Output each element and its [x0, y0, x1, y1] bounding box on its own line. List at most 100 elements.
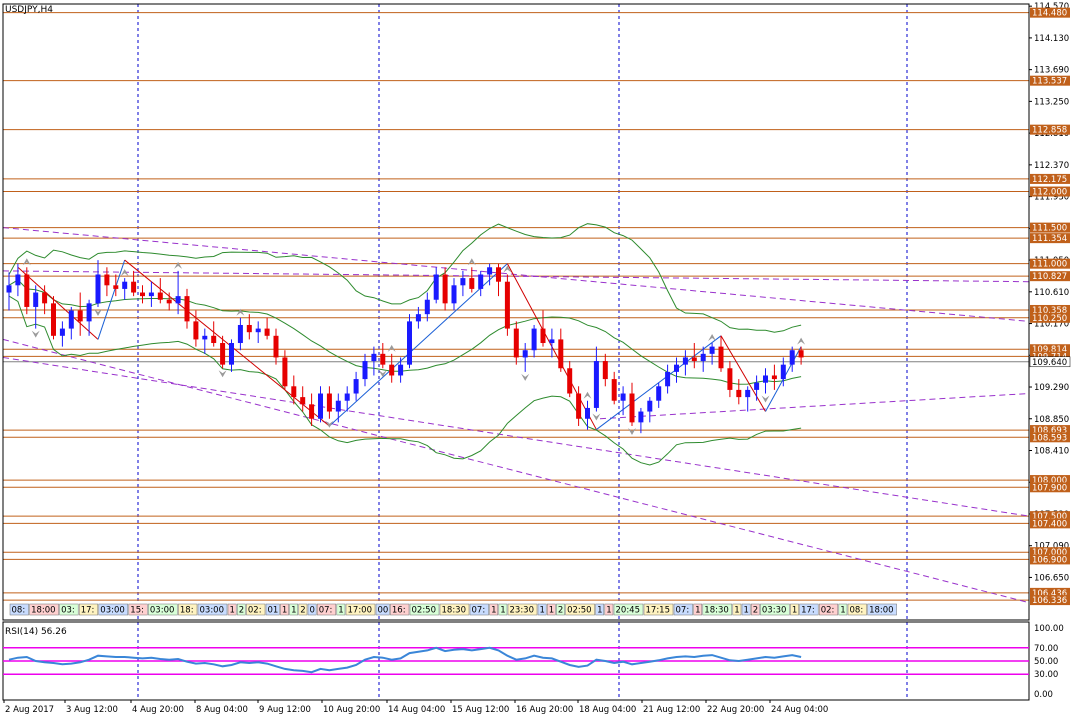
- strip-tag-33: 1: [606, 606, 611, 616]
- strip-tag-bg-30: [556, 603, 565, 616]
- time-label-10: 21 Aug 12:00: [643, 705, 700, 715]
- level-label-bg-7: [1030, 258, 1070, 269]
- price-tick-13: 108.850: [1034, 415, 1069, 425]
- candle-body-36: [326, 393, 332, 412]
- strip-tag-bg-4: [98, 603, 129, 616]
- candle-10: [95, 260, 101, 307]
- fractal-up-6: [503, 265, 512, 273]
- level-label-bg-20: [1030, 554, 1070, 565]
- candle-23: [211, 321, 217, 347]
- candle-9: [86, 299, 92, 336]
- candle-27: [246, 314, 252, 340]
- candle-body-72: [647, 400, 653, 412]
- fractal-up-3: [236, 308, 245, 316]
- strip-tag-38: 18:30: [704, 606, 729, 616]
- candle-body-51: [460, 278, 466, 286]
- candle-body-52: [469, 278, 475, 289]
- strip-tag-bg-6: [148, 603, 178, 616]
- candle-body-28: [255, 328, 261, 333]
- strip-tag-bg-14: [289, 603, 299, 616]
- strip-tag-8: 03:00: [200, 606, 225, 616]
- candle-32: [291, 375, 297, 405]
- strip-tag-bg-7: [178, 603, 198, 616]
- rsi-tick-2: 50.00: [1034, 657, 1058, 667]
- candle-17: [157, 278, 163, 304]
- strip-tag-bg-13: [280, 603, 289, 616]
- candle-body-24: [220, 343, 226, 365]
- candle-7: [68, 306, 74, 340]
- strip-tag-1: 18:00: [31, 606, 55, 616]
- strip-tag-bg-20: [375, 603, 390, 616]
- fractal-up-5: [467, 258, 476, 266]
- candle-body-83: [745, 389, 751, 398]
- strip-tag-bg-2: [59, 603, 79, 616]
- strip-tag-37: 1: [695, 606, 700, 616]
- candle-body-71: [638, 411, 644, 423]
- fractal-down-8: [761, 395, 770, 403]
- level-label-bg-14: [1030, 432, 1070, 443]
- candle-86: [771, 364, 777, 390]
- current-price-label-bg: [1029, 356, 1071, 368]
- level-label-bg-1: [1030, 75, 1070, 86]
- candle-body-54: [487, 267, 493, 275]
- strip-tag-42: 03:30: [762, 606, 787, 616]
- candle-54: [487, 263, 493, 286]
- candle-body-87: [780, 364, 786, 380]
- strip-tag-28: 1: [540, 606, 545, 616]
- candle-77: [691, 343, 697, 369]
- price-tick-17: 107.090: [1034, 542, 1069, 552]
- strip-tag-bg-19: [345, 603, 376, 616]
- candle-35: [318, 386, 323, 423]
- candle-68: [611, 371, 617, 405]
- strip-tag-21: 16:: [392, 606, 406, 616]
- candle-41: [371, 346, 377, 376]
- candle-73: [656, 382, 662, 408]
- candle-body-30: [273, 335, 279, 358]
- candle-body-77: [691, 357, 697, 362]
- candle-2: [24, 267, 30, 315]
- strip-tag-bg-37: [693, 603, 703, 616]
- time-label-3: 8 Aug 04:00: [196, 705, 248, 715]
- strip-tag-bg-27: [507, 603, 538, 616]
- strip-tag-bg-18: [336, 603, 346, 616]
- candle-66: [593, 346, 599, 412]
- band-lower: [8, 295, 802, 466]
- level-label-0: 114.480: [1032, 9, 1067, 19]
- strip-tag-bg-48: [867, 603, 897, 616]
- fractal-down-1: [94, 308, 102, 316]
- level-label-bg-6: [1030, 233, 1070, 244]
- candle-body-84: [754, 382, 760, 390]
- level-label-20: 106.900: [1032, 555, 1067, 565]
- candle-19: [175, 270, 181, 315]
- candle-body-18: [166, 299, 172, 304]
- channel-line-0: [2, 227, 1030, 322]
- channel-line-3: [2, 338, 1030, 604]
- time-label-6: 14 Aug 04:00: [388, 705, 445, 715]
- price-tick-5: 112.370: [1034, 161, 1069, 171]
- candle-body-45: [407, 321, 412, 365]
- candle-24: [220, 335, 226, 369]
- strip-tag-17: 07:: [319, 606, 333, 616]
- candle-80: [718, 335, 724, 372]
- candle-72: [647, 397, 653, 423]
- candle-45: [407, 314, 412, 369]
- fractal-down-7: [628, 427, 636, 435]
- candle-12: [113, 274, 119, 297]
- candle-body-64: [576, 393, 582, 419]
- candle-26: [237, 317, 243, 351]
- candle-body-53: [478, 274, 484, 289]
- strip-tag-bg-21: [390, 603, 410, 616]
- candle-22: [202, 328, 208, 354]
- time-label-1: 3 Aug 12:00: [66, 705, 118, 715]
- candle-34: [309, 393, 315, 426]
- rsi-tick-0: 100.00: [1034, 624, 1064, 634]
- strip-tag-bg-25: [489, 603, 499, 616]
- strip-tag-20: 00: [378, 606, 389, 616]
- fractal-up-2: [174, 261, 183, 269]
- candle-82: [736, 379, 742, 405]
- band-upper: [8, 223, 802, 333]
- candle-body-73: [656, 386, 662, 401]
- candle-body-57: [513, 328, 519, 358]
- candle-25: [229, 339, 234, 372]
- time-label-2: 4 Aug 20:00: [132, 705, 184, 715]
